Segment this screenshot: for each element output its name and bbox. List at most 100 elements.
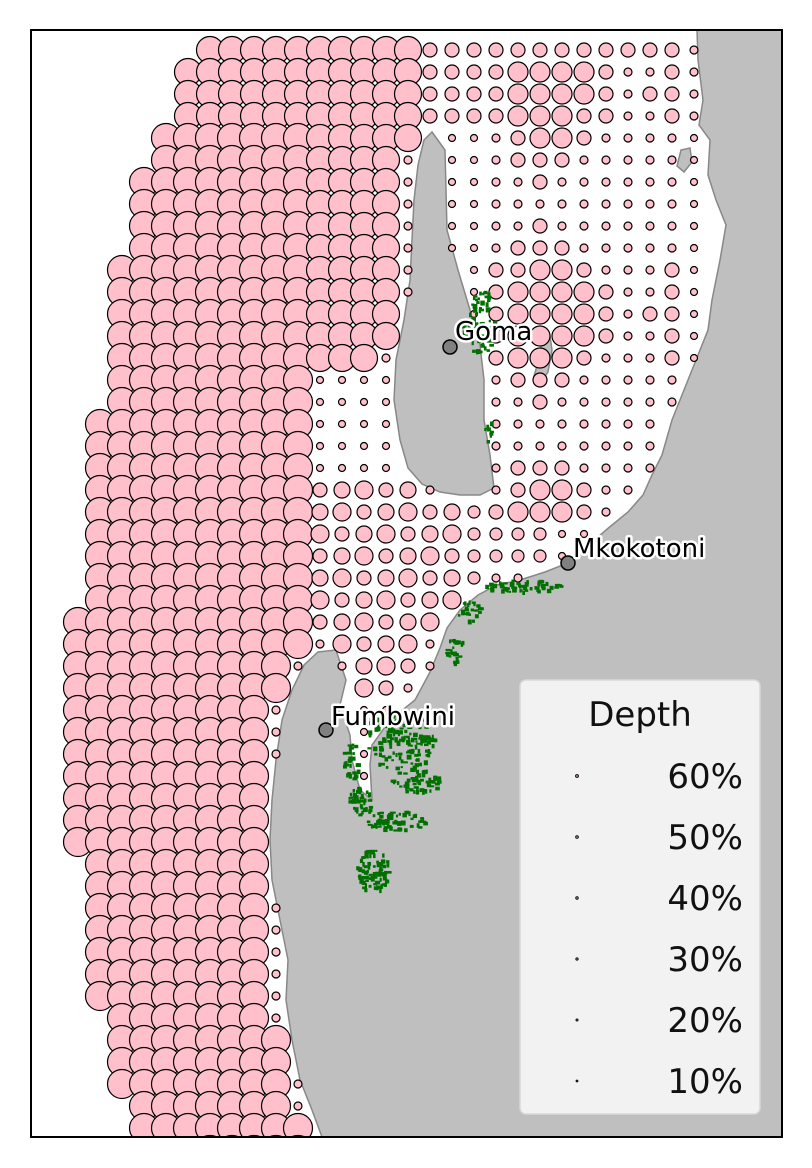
mangrove-patch <box>376 860 379 864</box>
depth-marker <box>491 199 501 209</box>
depth-marker <box>425 639 435 649</box>
depth-marker <box>271 991 281 1001</box>
depth-marker <box>491 573 501 583</box>
mangrove-patch <box>403 784 407 788</box>
mangrove-patch <box>373 746 378 752</box>
depth-marker <box>271 749 281 759</box>
mangrove-patch <box>425 737 429 741</box>
depth-marker <box>689 287 699 297</box>
mangrove-patch <box>401 739 405 743</box>
mangrove-patch <box>413 732 418 737</box>
mangrove-patch <box>372 716 375 720</box>
mangrove-patch <box>476 333 479 338</box>
place-marker-goma[interactable] <box>442 339 458 355</box>
depth-marker <box>422 504 438 520</box>
mangrove-patch <box>468 600 471 605</box>
depth-marker <box>598 42 614 58</box>
depth-marker <box>664 108 680 124</box>
mangrove-patch <box>489 432 492 436</box>
mangrove-patch <box>476 349 481 355</box>
mangrove-patch <box>478 309 482 314</box>
depth-marker <box>293 1101 303 1111</box>
place-label-mkokotoni: Mkokotoni <box>573 534 705 564</box>
depth-marker <box>529 325 551 347</box>
depth-marker <box>645 463 655 473</box>
depth-marker <box>601 243 611 253</box>
mangrove-patch <box>368 877 372 881</box>
depth-marker <box>507 325 529 347</box>
depth-marker <box>422 108 438 124</box>
place-marker-fumbwini[interactable] <box>318 722 334 738</box>
depth-marker <box>334 592 350 608</box>
depth-marker <box>507 105 529 127</box>
mangrove-patch <box>353 806 356 810</box>
depth-marker <box>645 331 655 341</box>
depth-marker <box>579 463 589 473</box>
mangrove-patch <box>376 726 381 732</box>
mangrove-patch <box>450 649 453 654</box>
depth-marker <box>202 1134 218 1137</box>
mangrove-patch <box>486 424 490 430</box>
mangrove-patch <box>407 718 413 722</box>
mangrove-patch <box>391 759 394 762</box>
depth-marker <box>359 727 369 737</box>
mangrove-patch <box>375 717 380 723</box>
mangrove-patch <box>479 333 482 336</box>
mangrove-patch <box>403 772 408 775</box>
mangrove-patch <box>357 786 362 790</box>
mangrove-patch <box>425 749 430 753</box>
mangrove-patch <box>489 343 494 347</box>
mangrove-patch <box>382 864 387 869</box>
depth-marker <box>667 397 677 407</box>
depth-marker <box>467 527 481 541</box>
depth-marker <box>601 221 611 231</box>
mangrove-patch <box>522 590 526 595</box>
mangrove-patch <box>407 726 413 730</box>
depth-marker <box>510 240 526 256</box>
mangrove-patch <box>374 752 378 756</box>
mangrove-patch <box>392 710 395 714</box>
depth-marker <box>598 64 614 80</box>
mangrove-patch <box>399 738 403 742</box>
depth-marker <box>557 397 567 407</box>
depth-marker <box>645 199 655 209</box>
mangrove-patch <box>363 870 369 875</box>
mangrove-patch <box>369 853 372 859</box>
depth-marker <box>378 614 394 630</box>
depth-marker <box>488 64 504 80</box>
mangrove-patch <box>484 428 487 432</box>
mangrove-patch <box>379 815 384 819</box>
mangrove-patch <box>437 777 440 780</box>
mangrove-patch <box>361 810 364 815</box>
mangrove-patch <box>366 849 372 854</box>
depth-marker <box>689 133 699 143</box>
mangrove-patch <box>481 341 484 346</box>
mangrove-patch <box>379 720 385 726</box>
depth-marker <box>535 441 545 451</box>
place-marker-mkokotoni[interactable] <box>560 555 576 571</box>
depth-marker <box>513 221 523 231</box>
depth-marker <box>310 524 330 544</box>
depth-marker <box>551 259 573 281</box>
depth-marker <box>376 524 396 544</box>
depth-marker <box>645 111 655 121</box>
mangrove-patch <box>404 729 408 734</box>
mangrove-patch <box>445 648 451 651</box>
depth-marker <box>337 419 347 429</box>
mangrove-patch <box>427 736 432 740</box>
mangrove-patch <box>408 811 411 817</box>
mangrove-patch <box>370 825 374 829</box>
mangrove-patch <box>404 781 410 786</box>
mangrove-patch <box>466 331 469 337</box>
mangrove-patch <box>475 328 479 332</box>
depth-marker <box>381 463 391 473</box>
mangrove-patch <box>393 714 398 717</box>
mangrove-patch <box>426 740 431 745</box>
depth-marker <box>337 441 347 451</box>
mangrove-patch <box>395 820 398 825</box>
mangrove-patch <box>509 583 515 587</box>
depth-marker <box>513 199 523 209</box>
mangrove-patch <box>359 804 363 808</box>
mangrove-patch <box>487 326 492 330</box>
mangrove-patch <box>492 339 496 342</box>
